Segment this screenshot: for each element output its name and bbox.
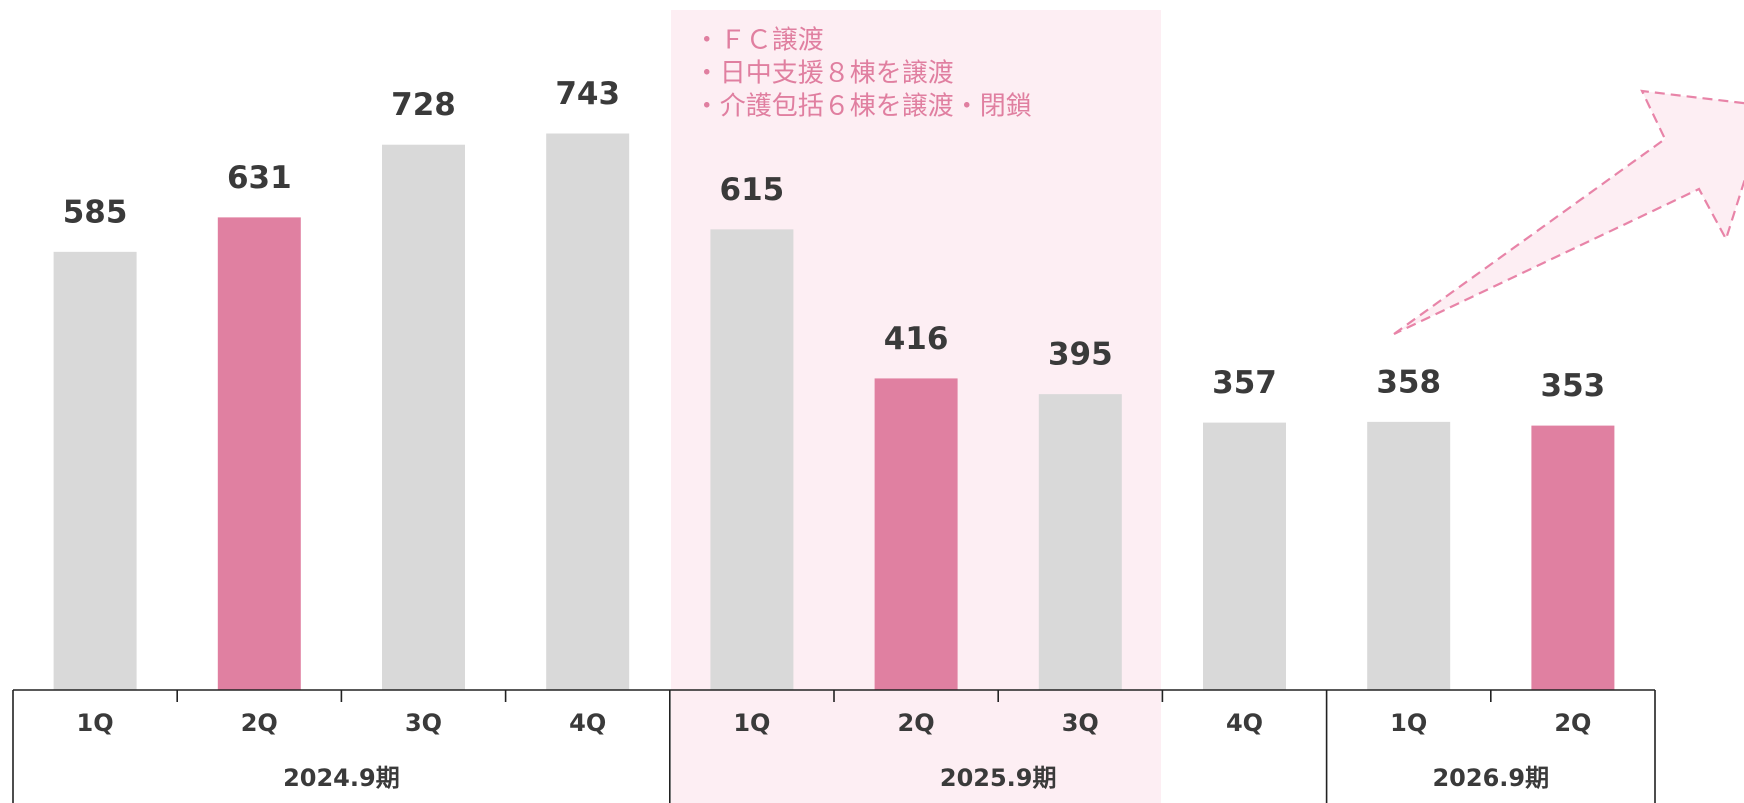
category-label: 3Q (405, 709, 442, 737)
group-label: 2026.9期 (1432, 764, 1549, 792)
group-label: 2025.9期 (940, 764, 1057, 792)
value-label: 728 (391, 87, 456, 123)
category-label: 2Q (1554, 709, 1591, 737)
bar (710, 229, 794, 691)
value-label: 615 (720, 172, 785, 208)
category-label: 2Q (898, 709, 935, 737)
category-label: 3Q (1062, 709, 1099, 737)
value-label: 416 (884, 321, 949, 357)
annotation: ・日中支援８棟を譲渡 (694, 59, 954, 89)
bar (546, 133, 630, 691)
category-label: 4Q (1226, 709, 1263, 737)
growth-arrow (1393, 89, 1744, 335)
bar (1203, 422, 1286, 690)
bar (382, 144, 465, 690)
annotation: ・介護包括６棟を譲渡・閉鎖 (694, 92, 1032, 122)
value-label: 395 (1048, 337, 1113, 373)
category-label: 1Q (1390, 709, 1427, 737)
bar (53, 251, 137, 690)
group-label: 2024.9期 (283, 764, 400, 792)
value-label: 357 (1212, 365, 1277, 401)
bar (874, 378, 958, 690)
bar (217, 217, 301, 691)
value-label: 358 (1376, 364, 1441, 400)
category-label: 4Q (569, 709, 606, 737)
bar (1038, 394, 1122, 690)
category-label: 1Q (733, 709, 770, 737)
category-label: 2Q (241, 709, 278, 737)
bar (1531, 425, 1615, 690)
value-label: 585 (63, 194, 128, 230)
value-label: 353 (1541, 368, 1606, 404)
value-label: 743 (555, 76, 620, 112)
annotation: ・ＦＣ譲渡 (694, 26, 824, 56)
bar (1367, 421, 1451, 690)
category-label: 1Q (77, 709, 114, 737)
value-label: 631 (227, 160, 292, 196)
